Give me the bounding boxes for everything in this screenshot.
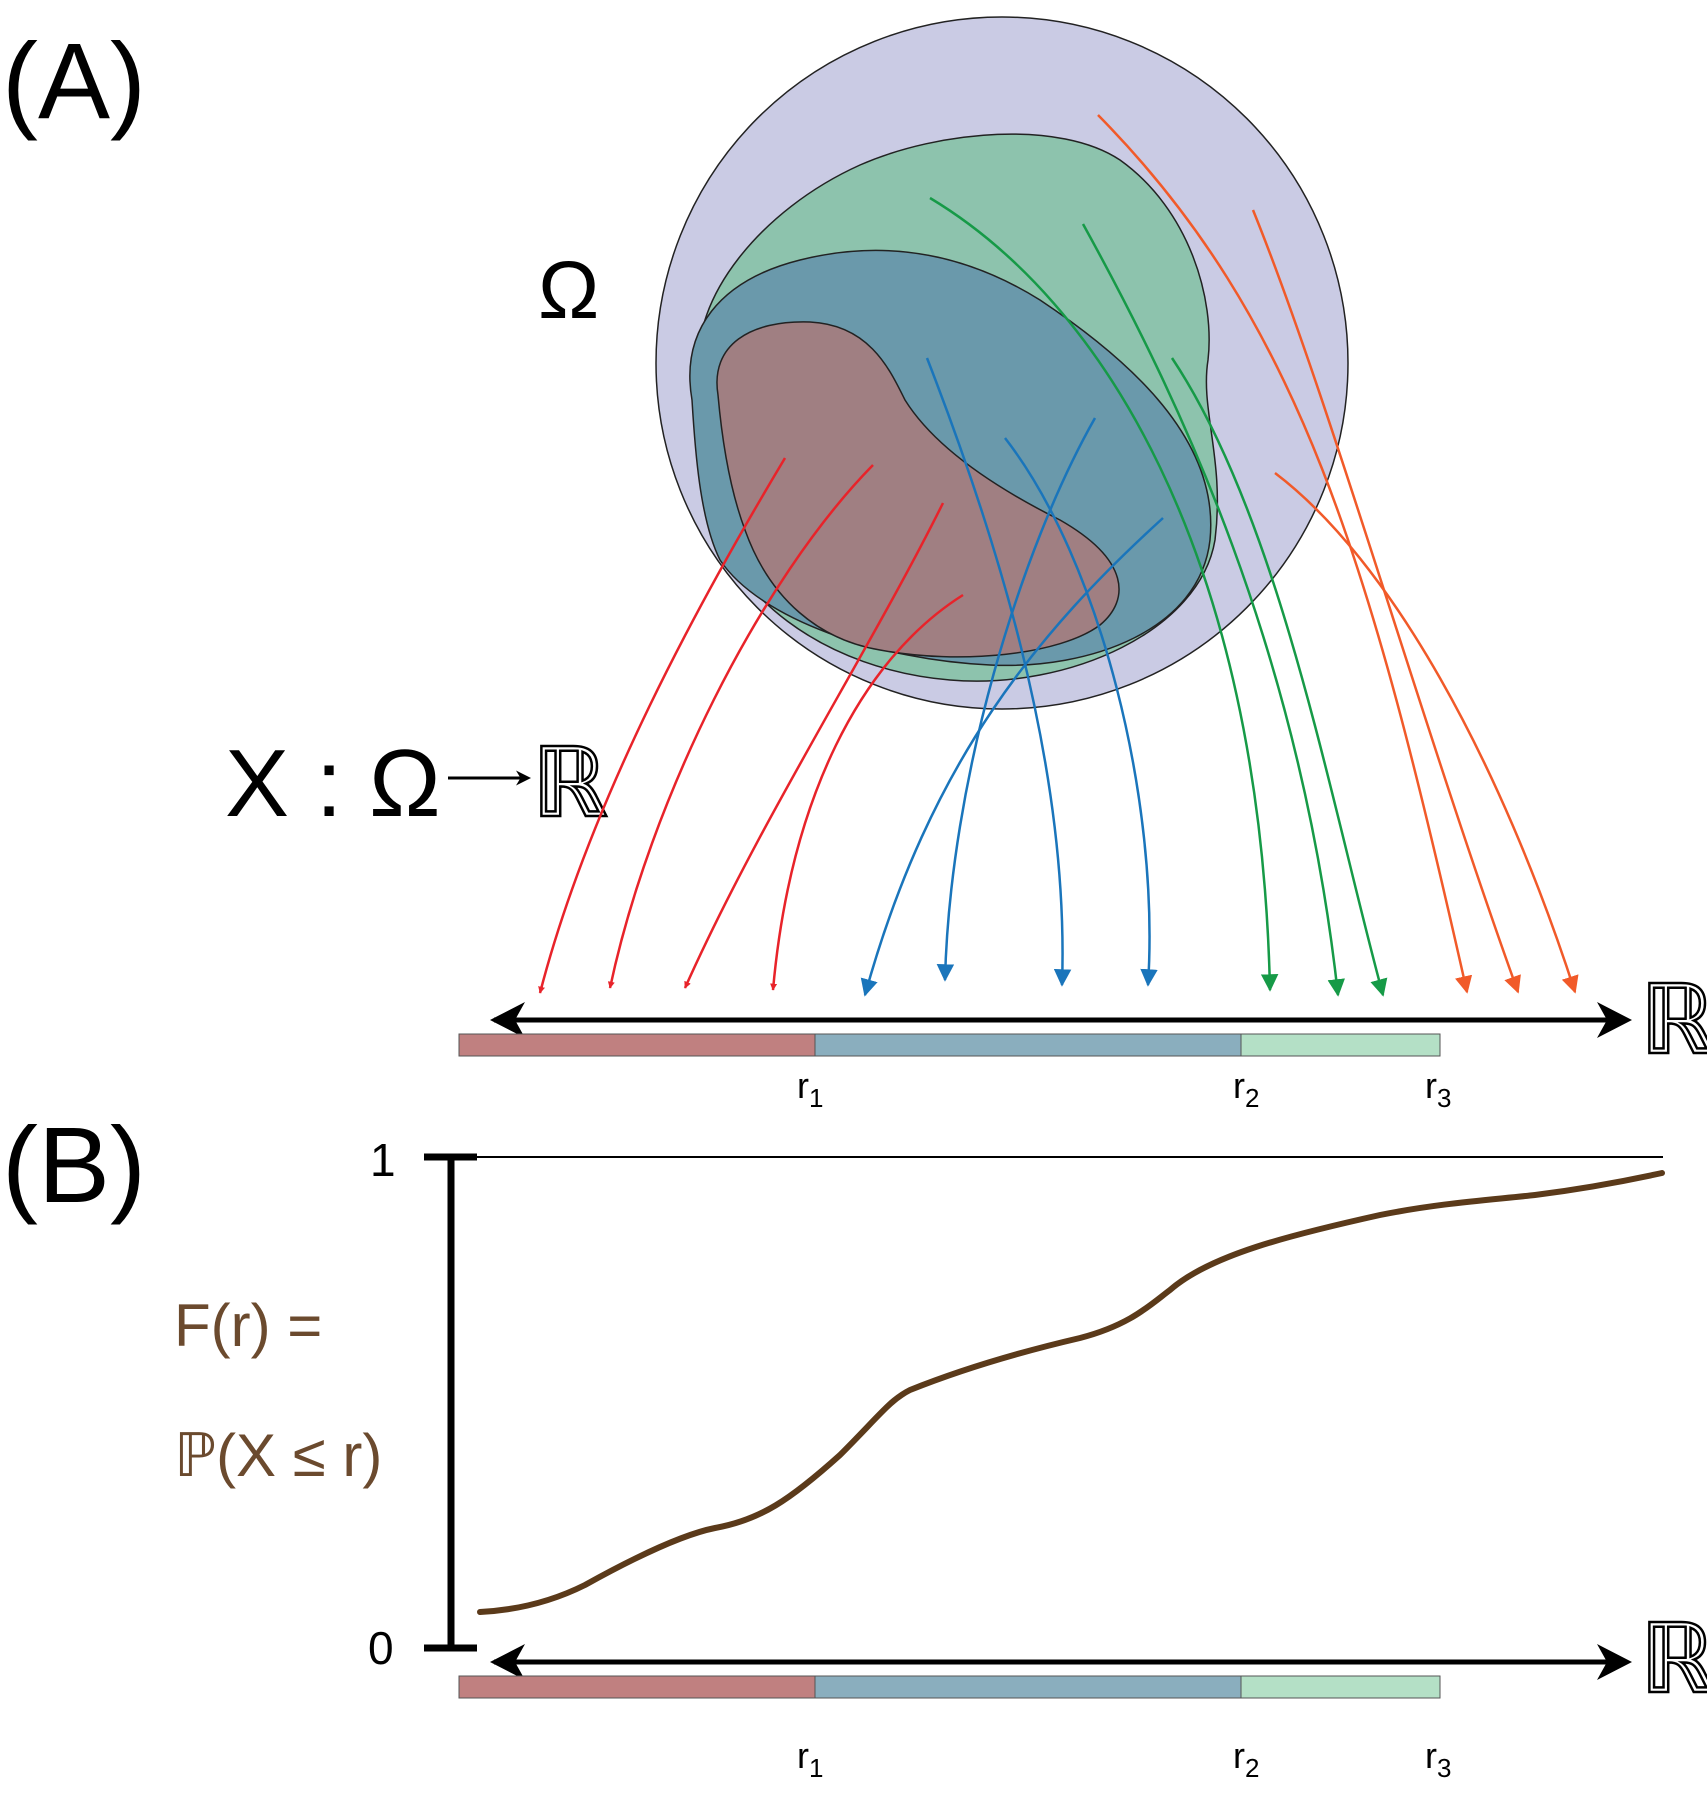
map-label: X : Ω ℝ <box>225 726 609 841</box>
red-arrow-3 <box>683 502 945 989</box>
segment-bar-b <box>458 1675 1441 1699</box>
cdf-label: F(r) = ℙ(X ≤ r) <box>174 1292 382 1489</box>
red-region <box>716 321 1120 658</box>
ticks-b: r1 r2 r3 <box>797 1735 1451 1783</box>
ticks-a: r1 r2 r3 <box>797 1065 1451 1113</box>
real-line-a-label: ℝ <box>1640 964 1707 1076</box>
y-axis: 1 0 <box>368 1134 477 1674</box>
red-arrow-1 <box>538 457 787 994</box>
red-arrow-4 <box>770 593 964 991</box>
cdf-label-line2: ℙ(X ≤ r) <box>174 1422 382 1489</box>
blue-arrow-3 <box>925 357 1072 987</box>
real-line-b-label: ℝ <box>1640 1603 1707 1715</box>
real-line-a-left-arrowhead-icon <box>490 1002 525 1038</box>
segment-a-red <box>458 1033 816 1057</box>
real-line-b-right-arrowhead-icon <box>1597 1644 1632 1680</box>
real-line-b: ℝ <box>490 1602 1707 1716</box>
segment-b-blue <box>814 1675 1242 1699</box>
orange-arrow-2 <box>1251 209 1521 994</box>
red-arrow-2 <box>607 464 874 989</box>
map-codomain-text: ℝ <box>532 727 608 839</box>
mapping-arrows <box>538 114 1579 997</box>
map-domain-text: X : Ω <box>225 730 441 837</box>
segment-b-green <box>1240 1675 1441 1699</box>
tick-a-r1: r1 <box>797 1065 823 1113</box>
segment-a-blue <box>814 1033 1242 1057</box>
green-arrow-3 <box>1170 357 1388 997</box>
real-line-a: ℝ <box>490 963 1707 1077</box>
blue-arrow-4 <box>1004 437 1158 987</box>
tick-b-r2: r2 <box>1233 1735 1259 1783</box>
blue-arrow-2 <box>936 417 1097 982</box>
sample-space-omega <box>655 16 1349 710</box>
cdf-curve <box>477 1170 1665 1615</box>
segment-a-green <box>1240 1033 1441 1057</box>
tick-b-r1: r1 <box>797 1735 823 1783</box>
cdf-label-line1: F(r) = <box>174 1292 322 1359</box>
green-arrow-2 <box>1081 223 1345 997</box>
real-line-a-right-arrowhead-icon <box>1597 1002 1632 1038</box>
tick-b-r3: r3 <box>1425 1735 1451 1783</box>
segment-b-red <box>458 1675 816 1699</box>
segment-bar-a <box>458 1033 1441 1057</box>
y-bottom-label: 0 <box>368 1622 394 1674</box>
panel-a-label: (A) <box>2 20 146 141</box>
tick-a-r3: r3 <box>1425 1065 1451 1113</box>
real-line-b-left-arrowhead-icon <box>490 1644 525 1680</box>
orange-arrow-1 <box>1097 114 1473 994</box>
orange-arrow-3 <box>1274 472 1579 994</box>
blue-arrow-1 <box>860 517 1164 997</box>
omega-label: Ω <box>538 245 599 336</box>
tick-a-r2: r2 <box>1233 1065 1259 1113</box>
panel-b-label: (B) <box>2 1104 146 1225</box>
y-top-label: 1 <box>370 1134 396 1186</box>
green-arrow-1 <box>929 196 1279 992</box>
